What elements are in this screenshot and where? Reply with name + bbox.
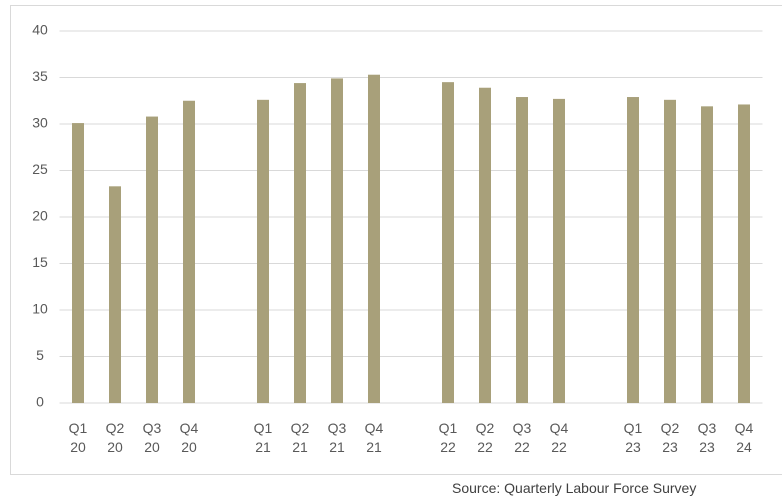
bar: [553, 98, 565, 403]
y-tick-label: 5: [36, 347, 44, 363]
x-tick-label: Q3 22: [512, 420, 532, 455]
x-tick-label: Q2 23: [660, 420, 680, 455]
bar: [331, 78, 343, 404]
x-tick-label: Q4 20: [179, 420, 199, 455]
bar: [442, 82, 454, 404]
bar: [738, 104, 750, 403]
source-note: Source: Quarterly Labour Force Survey: [452, 480, 697, 496]
bar: [479, 87, 491, 403]
bar: [368, 74, 380, 404]
bar: [701, 106, 713, 403]
bar: [294, 83, 306, 403]
x-tick-label: Q1 21: [253, 420, 273, 455]
bar: [257, 99, 269, 403]
y-tick-label: 0: [36, 394, 44, 410]
bar: [627, 97, 639, 403]
y-tick-label: 30: [32, 115, 48, 131]
x-tick-label: Q4 22: [549, 420, 569, 455]
x-tick-label: Q3 20: [142, 420, 162, 455]
x-tick-label: Q1 20: [68, 420, 88, 455]
y-tick-label: 35: [32, 68, 48, 84]
x-tick-label: Q4 21: [364, 420, 384, 455]
chart-border: [10, 5, 782, 475]
x-tick-label: Q3 21: [327, 420, 347, 455]
y-tick-label: 15: [32, 254, 48, 270]
y-tick-label: 40: [32, 22, 48, 38]
x-tick-label: Q3 23: [697, 420, 717, 455]
x-tick-label: Q2 21: [290, 420, 310, 455]
x-tick-label: Q1 22: [438, 420, 458, 455]
x-tick-label: Q4 24: [734, 420, 754, 455]
x-tick-label: Q2 22: [475, 420, 495, 455]
x-tick-label: Q1 23: [623, 420, 643, 455]
bar: [109, 186, 121, 403]
y-tick-label: 20: [32, 208, 48, 224]
y-tick-label: 25: [32, 161, 48, 177]
x-tick-label: Q2 20: [105, 420, 125, 455]
bar: [516, 97, 528, 403]
y-tick-label: 10: [32, 301, 48, 317]
bar: [146, 116, 158, 403]
bar: [664, 99, 676, 403]
bar: [183, 100, 195, 403]
bar: [72, 123, 84, 403]
